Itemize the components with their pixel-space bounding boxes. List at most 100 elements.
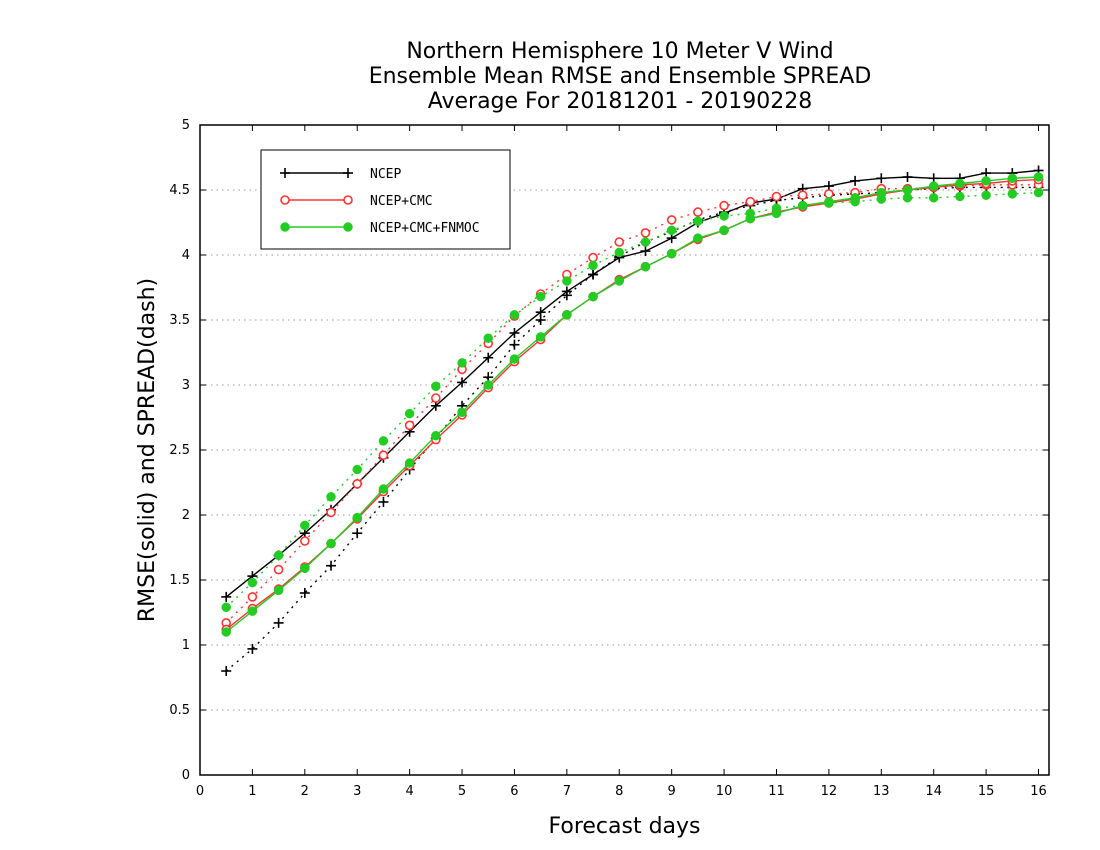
ncep-cmc-fnmoc-rmse-point <box>719 225 729 236</box>
ncep-cmc-fnmoc-spread-point <box>955 191 965 202</box>
ncep-cmc-fnmoc-rmse-point <box>693 233 703 243</box>
x-tick-label: 9 <box>668 784 676 799</box>
ncep-rmse-point <box>588 269 599 280</box>
x-tick-label: 2 <box>301 784 309 799</box>
title-line-2: Ensemble Mean RMSE and Ensemble SPREAD <box>369 64 872 89</box>
ncep-rmse-point <box>535 307 546 318</box>
ncep-cmc-fnmoc-spread-point <box>509 310 520 320</box>
ncep-cmc-spread-point <box>745 196 756 207</box>
ncep-cmc-spread-point <box>247 592 258 602</box>
ncep-cmc-fnmoc-spread-point <box>614 247 625 258</box>
x-tick-label: 12 <box>821 784 838 799</box>
legend-swatch-marker <box>343 195 353 205</box>
ncep-cmc-fnmoc-rmse-point <box>588 291 598 302</box>
ncep-cmc-fnmoc-rmse-point <box>352 512 362 523</box>
legend-swatch-marker <box>280 195 290 205</box>
x-axis-label: Forecast days <box>548 814 700 839</box>
ncep-spread-point <box>221 666 232 676</box>
y-tick-label: 2 <box>182 508 190 523</box>
ncep-cmc-spread-point <box>640 228 651 238</box>
ncep-cmc-fnmoc-spread-point <box>588 260 598 271</box>
ncep-cmc-fnmoc-spread-point <box>483 333 493 343</box>
legend-swatch-marker <box>280 168 290 178</box>
title-line-1: Northern Hemisphere 10 Meter V Wind <box>406 39 833 64</box>
ncep-cmc-fnmoc-rmse-point <box>771 208 782 219</box>
ncep-cmc-spread-point <box>352 478 363 489</box>
y-axis: 0 0.5 1 1.5 2 2.5 3 3.5 4 4.5 5 <box>169 118 1049 783</box>
ncep-rmse-point <box>640 246 651 257</box>
chart-title: Northern Hemisphere 10 Meter V WindEnsem… <box>369 39 872 114</box>
ncep-cmc-fnmoc-rmse-point <box>876 187 887 198</box>
legend-entry-label: NCEP <box>370 167 401 182</box>
ncep-spread-point <box>247 643 258 654</box>
x-tick-label: 1 <box>248 784 256 799</box>
legend-swatch-marker <box>280 222 290 232</box>
ncep-cmc-fnmoc-spread-point <box>640 237 651 247</box>
ncep-cmc-spread-point <box>797 190 808 200</box>
x-tick-label: 4 <box>405 784 413 799</box>
x-tick-label: 14 <box>925 784 942 799</box>
ncep-cmc-fnmoc-spread-point <box>378 436 389 446</box>
ncep-cmc-fnmoc-rmse-point <box>300 563 310 574</box>
y-axis-label: RMSE(solid) and SPREAD(dash) <box>135 278 160 622</box>
x-tick-label: 3 <box>353 784 361 799</box>
ncep-cmc-spread-point <box>824 189 834 199</box>
legend-entry-label: NCEP+CMC <box>370 194 433 209</box>
y-tick-label: 3.5 <box>169 313 190 328</box>
y-tick-label: 3 <box>182 378 190 393</box>
ncep-spread-point <box>378 497 389 507</box>
y-tick-label: 1.5 <box>169 573 190 588</box>
ncep-cmc-fnmoc-rmse-point <box>273 585 284 596</box>
ncep-cmc-fnmoc-rmse-point <box>614 276 625 286</box>
y-tick-label: 2.5 <box>169 443 190 458</box>
y-tick-label: 5 <box>182 118 190 133</box>
ncep-rmse-point <box>876 173 887 184</box>
legend: NCEP NCEP+CMC NCEP+CMC+FNMOC <box>260 149 511 250</box>
ncep-cmc-fnmoc-rmse-point <box>640 261 651 272</box>
ncep-cmc-fnmoc-rmse-point <box>666 248 677 259</box>
ncep-cmc-fnmoc-spread-point <box>404 408 415 419</box>
ncep-cmc-fnmoc-spread-point <box>221 602 231 613</box>
ncep-cmc-fnmoc-rmse-point <box>483 380 493 390</box>
ncep-cmc-fnmoc-spread-point <box>431 381 441 392</box>
y-tick-label: 4 <box>182 248 190 263</box>
ncep-cmc-fnmoc-rmse-point <box>562 310 572 320</box>
ncep-cmc-fnmoc-rmse-point <box>378 484 389 494</box>
ncep-cmc-fnmoc-rmse-point <box>797 200 808 211</box>
y-tick-label: 0 <box>182 768 190 783</box>
x-tick-label: 6 <box>510 784 518 799</box>
ncep-cmc-fnmoc-spread-line <box>225 191 1039 608</box>
y-gridlines <box>200 189 1049 711</box>
ncep-cmc-fnmoc-spread-point <box>1033 187 1044 198</box>
ncep-rmse-point <box>457 377 468 388</box>
ncep-spread-point <box>509 339 520 350</box>
ncep-cmc-fnmoc-spread-point <box>247 577 258 588</box>
ncep-cmc-fnmoc-spread-point <box>326 492 336 502</box>
ncep-rmse-point <box>850 175 861 186</box>
ncep-cmc-fnmoc-rmse-point <box>824 196 834 207</box>
x-tick-label: 8 <box>615 784 623 799</box>
ncep-cmc-fnmoc-rmse-point <box>955 178 965 189</box>
ncep-cmc-fnmoc-spread-point <box>535 291 546 302</box>
ncep-cmc-spread-point <box>666 215 677 225</box>
ncep-cmc-fnmoc-rmse-point <box>1007 173 1018 184</box>
ncep-cmc-spread-point <box>614 237 625 247</box>
ncep-cmc-fnmoc-spread-point <box>1007 189 1018 199</box>
ncep-cmc-spread-point <box>588 252 598 263</box>
ncep-cmc-fnmoc-spread-point <box>273 550 284 561</box>
x-tick-label: 16 <box>1030 784 1047 799</box>
ncep-cmc-fnmoc-rmse-point <box>902 185 913 195</box>
y-tick-label: 0.5 <box>169 703 190 718</box>
x-tick-label: 0 <box>196 784 204 799</box>
ncep-cmc-fnmoc-rmse-point <box>404 458 415 468</box>
ncep-spread-line <box>225 186 1039 672</box>
x-tick-label: 13 <box>873 784 890 799</box>
ncep-rmse-point <box>509 328 520 338</box>
ncep-cmc-spread-point <box>693 207 703 217</box>
ncep-cmc-fnmoc-rmse-point <box>928 181 939 191</box>
ncep-cmc-spread-point <box>326 507 336 518</box>
series-lines <box>221 165 1044 676</box>
legend-entry-label: NCEP+CMC+FNMOC <box>370 221 480 236</box>
ncep-cmc-spread-point <box>273 564 284 575</box>
